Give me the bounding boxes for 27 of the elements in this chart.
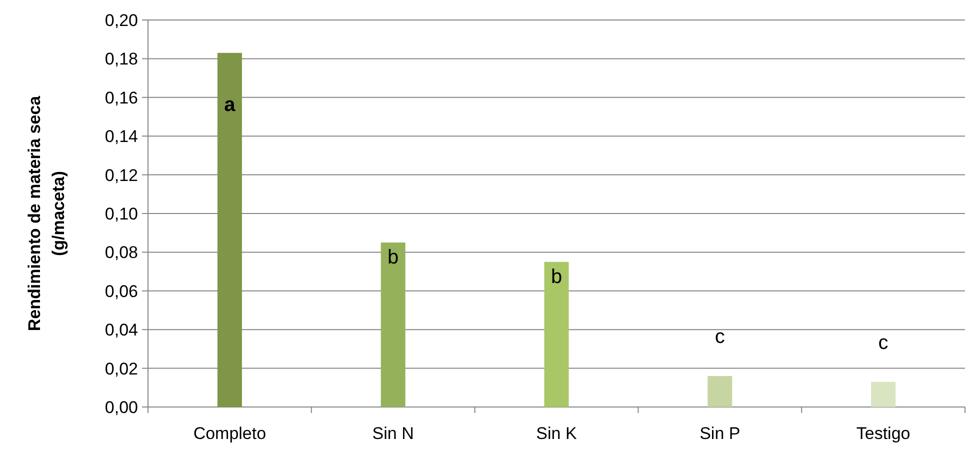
y-tick-label: 0,20 — [104, 10, 138, 30]
y-tick-label: 0,08 — [104, 243, 138, 262]
y-tick-label: 0,18 — [104, 50, 138, 69]
bar — [544, 262, 569, 407]
bar — [217, 52, 242, 407]
x-tick-label: Completo — [193, 424, 266, 443]
y-tick-label: 0,04 — [104, 320, 138, 340]
x-tick-label: Sin P — [700, 424, 740, 443]
bar — [871, 382, 896, 407]
y-tick-label: 0,06 — [104, 282, 138, 301]
y-tick-label: 0,16 — [104, 88, 138, 108]
annotation: c — [878, 332, 888, 354]
annotation: b — [550, 266, 562, 288]
y-tick-label: 0,00 — [104, 398, 138, 417]
x-tick-label: Sin K — [536, 424, 578, 443]
x-tick-label: Testigo — [856, 424, 910, 443]
y-tick-label: 0,10 — [104, 204, 138, 224]
annotation: c — [714, 326, 725, 348]
annotation: b — [388, 246, 399, 269]
x-tick-label: Sin N — [372, 424, 414, 443]
y-axis-title: Rendimiento de materia seca (g/maceta) — [25, 95, 68, 332]
y-tick-label: 0,02 — [104, 359, 138, 378]
bar — [708, 376, 732, 407]
bar — [380, 242, 406, 407]
y-tick-label: 0,14 — [104, 127, 138, 146]
y-tick-label: 0,12 — [104, 166, 138, 185]
annotation: a — [224, 94, 236, 116]
